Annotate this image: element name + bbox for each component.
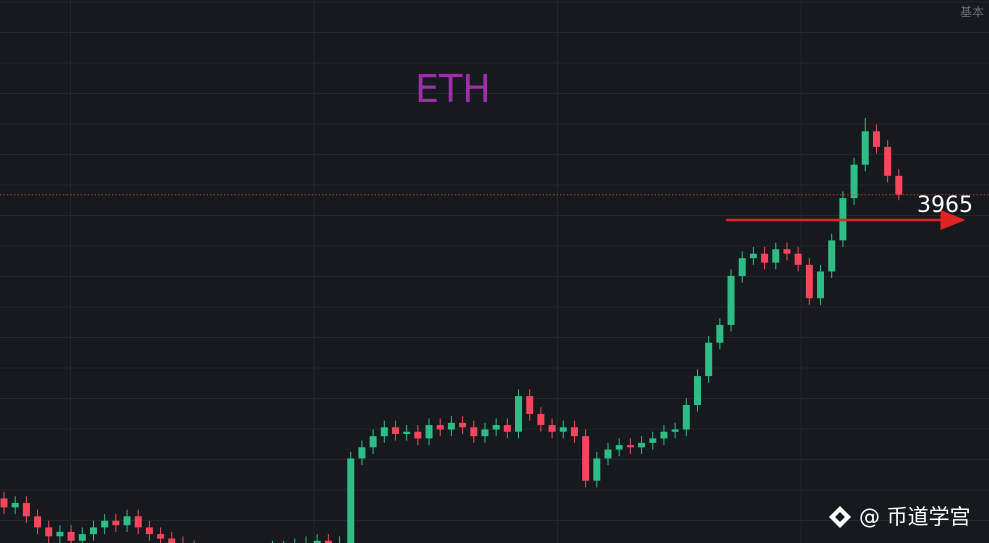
candle-body (503, 425, 511, 432)
candle-body (145, 527, 153, 535)
candles (0, 117, 903, 543)
candle-body (660, 431, 668, 439)
candle-body (470, 427, 478, 437)
candle-body (716, 324, 724, 343)
candle-body (391, 427, 399, 434)
candle-body (22, 502, 30, 517)
candle-body (78, 534, 86, 541)
candle-body (369, 436, 377, 448)
candle-body (414, 431, 422, 439)
candle-body (347, 458, 355, 543)
watermark: @ 币道学宫 (859, 505, 971, 529)
candle-body (168, 538, 176, 543)
candle-body (861, 131, 869, 165)
candle-body (593, 458, 601, 481)
candle-body (794, 253, 802, 265)
candle-body (693, 376, 701, 406)
candle-body (626, 445, 634, 448)
candle-body (727, 275, 735, 325)
candle-body (123, 516, 131, 526)
watermark-logo (829, 506, 851, 528)
candle-body (403, 431, 411, 434)
candle-body (783, 249, 791, 254)
candle-body (436, 425, 444, 430)
candle-body (749, 253, 757, 259)
candle-body (425, 425, 433, 439)
candle-body (671, 429, 679, 432)
candle-body (56, 531, 64, 537)
candle-body (492, 425, 500, 430)
candle-body (761, 253, 769, 263)
candle-body (828, 240, 836, 272)
candle-body (850, 164, 858, 199)
candle-body (11, 502, 19, 508)
candle-body (515, 396, 523, 432)
candle-body (134, 516, 142, 528)
candle-body (615, 445, 623, 450)
candle-body (112, 520, 120, 526)
candle-body (649, 438, 657, 443)
candle-body (34, 516, 42, 528)
candle-body (682, 405, 690, 430)
candle-body (604, 449, 612, 459)
candle-body (537, 413, 545, 426)
candle-body (805, 264, 813, 299)
candle-body (817, 271, 825, 299)
chart-title: ETH (415, 67, 491, 111)
candle-body (459, 422, 467, 428)
candle-body (101, 520, 109, 528)
candle-body (324, 540, 332, 543)
candle-body (481, 429, 489, 437)
candle-body (358, 447, 366, 459)
candle-body (638, 442, 646, 448)
candle-body (447, 422, 455, 430)
candle-body (548, 425, 556, 432)
candle-body (89, 527, 97, 535)
candle-body (0, 498, 8, 508)
candle-body (570, 427, 578, 437)
candle-body (895, 175, 903, 195)
candle-body (738, 258, 746, 276)
candle-body (872, 131, 880, 147)
top-right-label: 基本 (960, 5, 984, 19)
candle-body (380, 427, 388, 437)
candle-body (772, 249, 780, 263)
candle-body (157, 534, 165, 539)
last-price-label: 3965 (917, 193, 973, 218)
candle-body (313, 540, 321, 543)
candle-body (582, 436, 590, 481)
candle-body (559, 427, 567, 432)
candle-body (705, 342, 713, 377)
candle-body (526, 396, 534, 414)
candle-body (45, 527, 53, 537)
candle-body (67, 531, 75, 541)
candle-body (884, 146, 892, 176)
